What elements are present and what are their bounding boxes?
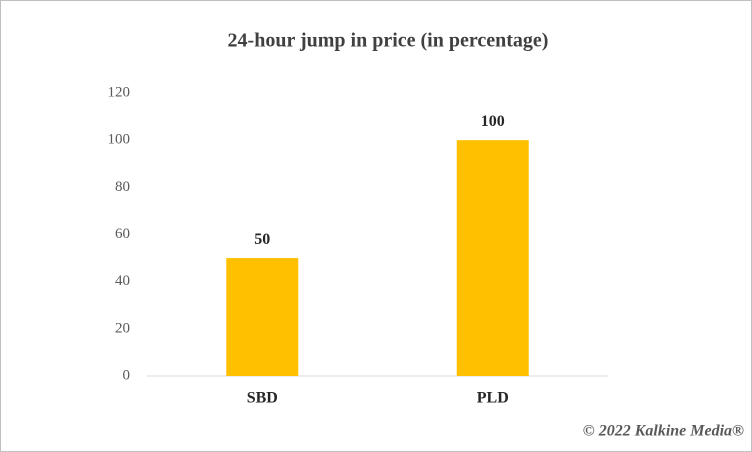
bar [456, 140, 529, 376]
x-tick-label: PLD [477, 390, 509, 407]
y-tick-label: 0 [123, 367, 131, 383]
chart-title: 24-hour jump in price (in percentage) [228, 30, 549, 52]
y-tick-label: 120 [108, 84, 131, 100]
x-tick-label: SBD [247, 390, 278, 407]
y-tick-label: 100 [108, 132, 131, 148]
y-tick-label: 40 [115, 273, 130, 289]
value-label: 50 [254, 231, 270, 248]
y-tick-label: 80 [115, 179, 130, 195]
value-label: 100 [481, 113, 505, 130]
bar [226, 258, 299, 376]
y-tick-label: 20 [115, 320, 130, 336]
y-tick-label: 60 [115, 226, 130, 242]
credit: © 2022 Kalkine Media® [583, 423, 744, 440]
